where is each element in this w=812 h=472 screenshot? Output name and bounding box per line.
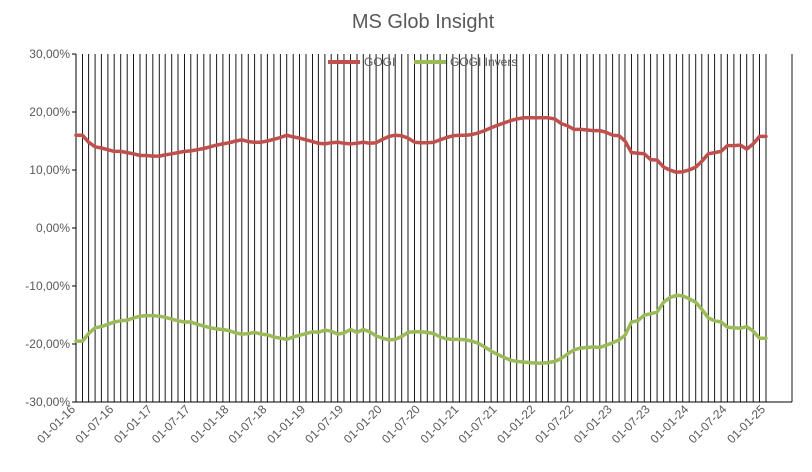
y-tick-label: 10,00% [29,163,70,177]
x-tick-label: 01-01-17 [111,402,155,446]
x-tick-label: 01-01-18 [188,402,232,446]
x-tick-label: 01-01-20 [341,402,385,446]
legend: GOGI GOGI Invers [328,55,517,69]
y-tick-label: -10,00% [25,279,70,293]
x-tick-label: 01-07-16 [72,402,116,446]
x-tick-label: 01-07-23 [609,402,653,446]
y-tick-label: 0,00% [36,221,70,235]
chart-title: MS Glob Insight [352,11,495,33]
legend-label-gogi-invers: GOGI Invers [450,55,517,69]
x-tick-label: 01-07-19 [302,402,346,446]
x-tick-label: 01-01-23 [571,402,615,446]
y-tick-label: 30,00% [29,47,70,61]
y-tick-label: -30,00% [25,395,70,409]
axes [72,53,792,403]
x-axis-tick-labels: 01-01-1601-07-1601-01-1701-07-1701-01-18… [34,402,768,446]
x-tick-label: 01-01-25 [724,402,768,446]
x-tick-label: 01-01-19 [264,402,308,446]
y-tick-label: 20,00% [29,105,70,119]
y-tick-label: -20,00% [25,337,70,351]
x-tick-label: 01-01-21 [418,402,462,446]
series-line-gogi [74,116,768,175]
x-tick-label: 01-07-20 [379,402,423,446]
x-tick-label: 01-01-22 [494,402,538,446]
series-lines [74,116,768,365]
vertical-gridlines [75,54,793,402]
series-line-gogi-invers [74,293,768,365]
x-tick-label: 01-07-21 [456,402,500,446]
x-tick-label: 01-07-17 [149,402,193,446]
y-axis-tick-labels: -30,00% -20,00% -10,00% 0,00% 10,00% 20,00% 30… [25,47,70,409]
legend-label-gogi: GOGI [364,55,395,69]
x-tick-label: 01-01-24 [647,402,691,446]
x-tick-label: 01-07-18 [226,402,270,446]
x-tick-label: 01-07-24 [686,402,730,446]
x-tick-label: 01-07-22 [532,402,576,446]
